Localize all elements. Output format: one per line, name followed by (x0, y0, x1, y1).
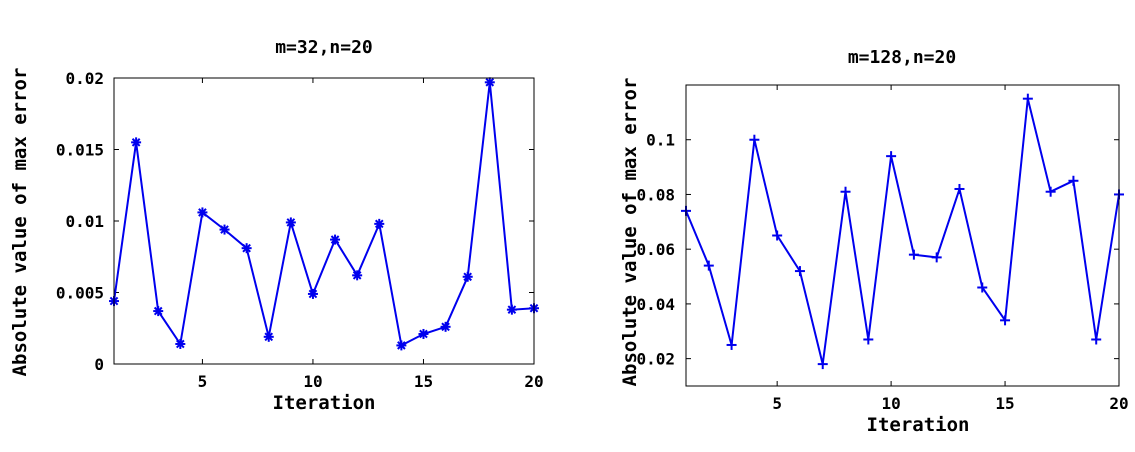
y-tick-label: 0 (94, 355, 104, 374)
data-point-marker (440, 321, 451, 332)
data-point-marker (817, 359, 828, 370)
data-point-marker (1045, 186, 1056, 197)
data-point-marker (1022, 93, 1033, 104)
chart-panel-right: m=128,n=20 Iteration Absolute value of m… (619, 47, 1129, 436)
series-line (685, 98, 1120, 365)
data-point-marker (396, 340, 407, 351)
chart-panel-left: m=32,n=20 Iteration Absolute value of ma… (9, 37, 544, 414)
data-point-marker (352, 270, 363, 281)
data-point-marker (241, 243, 252, 254)
series (681, 93, 1124, 370)
y-tick-label: 0.01 (65, 212, 104, 231)
data-point-marker (374, 218, 385, 229)
chart-title: m=32,n=20 (275, 37, 373, 58)
data-point-marker (1091, 334, 1102, 345)
data-point-marker (462, 271, 473, 282)
x-tick-label: 5 (772, 394, 782, 413)
data-point-marker (131, 137, 142, 148)
x-tick-label: 20 (1109, 394, 1128, 413)
data-point-marker (506, 304, 517, 315)
data-point-marker (197, 207, 208, 218)
data-point-marker (1068, 175, 1079, 186)
y-tick-label: 0.015 (56, 141, 104, 160)
x-axis-label: Iteration (273, 392, 376, 414)
data-point-marker (330, 234, 341, 245)
y-tick-label: 0.1 (646, 131, 675, 150)
x-tick-label: 20 (524, 372, 543, 391)
y-axis-label: Absolute value of max error (619, 78, 641, 387)
x-tick-label: 10 (303, 372, 322, 391)
data-point-marker (931, 252, 942, 263)
data-point-marker (153, 306, 164, 317)
plot-area-frame (685, 84, 1120, 387)
x-tick-label: 15 (414, 372, 433, 391)
y-axis-label: Absolute value of max error (9, 68, 31, 377)
y-tick-label: 0.02 (636, 350, 675, 369)
data-point-marker (977, 282, 988, 293)
data-point-marker (484, 77, 495, 88)
x-tick-label: 10 (881, 394, 900, 413)
data-point-marker (1000, 315, 1011, 326)
series-line (113, 82, 535, 347)
data-point-marker (863, 334, 874, 345)
data-point-marker (726, 339, 737, 350)
x-axis-label: Iteration (867, 414, 970, 436)
y-tick-label: 0.04 (636, 295, 675, 314)
data-point-marker (749, 134, 760, 145)
y-tick-label: 0.005 (56, 284, 104, 303)
y-axis-ticks: 0.02 0.04 0.06 0.08 0.1 (636, 131, 1119, 369)
x-axis-ticks: 5 10 15 20 (772, 85, 1129, 413)
data-point-marker (175, 338, 186, 349)
data-point-marker (307, 288, 318, 299)
series (109, 77, 539, 351)
data-point-marker (285, 217, 296, 228)
chart-title: m=128,n=20 (848, 47, 956, 68)
data-point-marker (908, 249, 919, 260)
data-point-marker (886, 151, 897, 162)
data-point-marker (418, 328, 429, 339)
x-axis-ticks: 5 10 15 20 (198, 78, 544, 391)
x-tick-label: 15 (995, 394, 1014, 413)
data-point-marker (703, 260, 714, 271)
data-point-marker (840, 186, 851, 197)
data-point-marker (772, 230, 783, 241)
y-tick-label: 0.02 (65, 69, 104, 88)
plot-area-frame (113, 77, 535, 365)
y-tick-label: 0.06 (636, 240, 675, 259)
data-point-marker (954, 183, 965, 194)
data-point-marker (263, 331, 274, 342)
data-point-marker (219, 224, 230, 235)
y-axis-ticks: 0 0.005 0.01 0.015 0.02 (56, 69, 534, 374)
data-point-marker (794, 266, 805, 277)
x-tick-label: 5 (198, 372, 208, 391)
y-tick-label: 0.08 (636, 185, 675, 204)
